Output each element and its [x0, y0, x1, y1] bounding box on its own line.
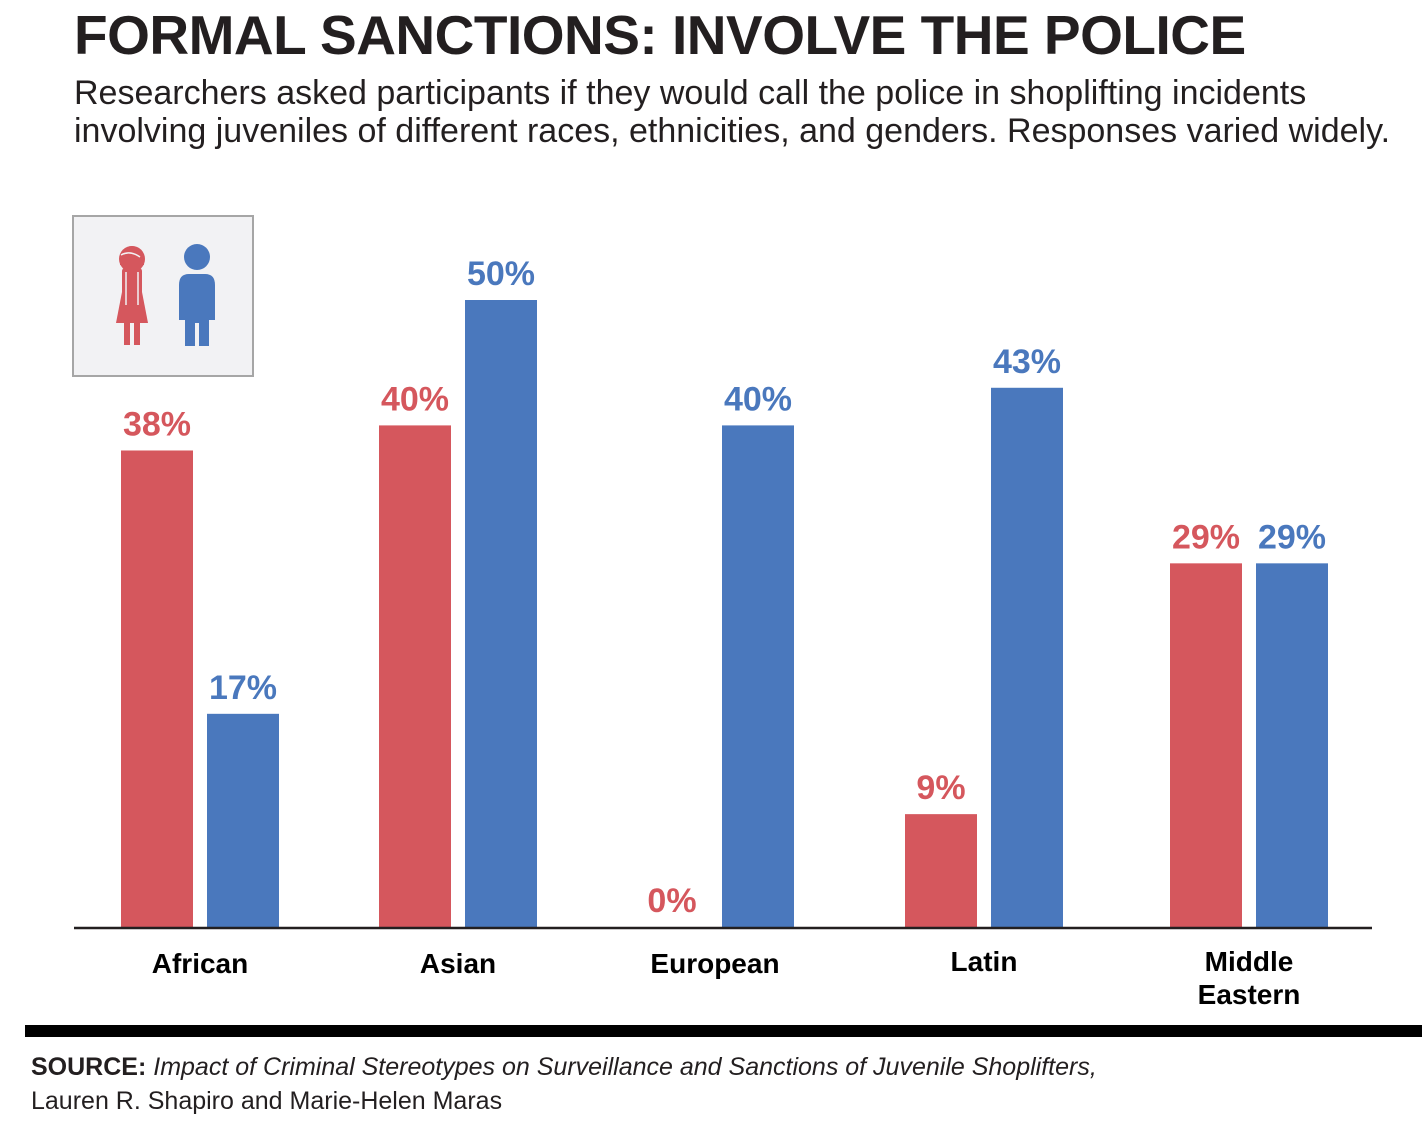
bar-african-female: [121, 450, 193, 927]
chart-subtitle: Researchers asked participants if they w…: [74, 74, 1391, 150]
labels-layer: 38% 17% African 40% 50% Asian 0% 40% European 9% 4…: [123, 255, 1326, 1010]
data-label-asian-female: 40%: [381, 380, 449, 418]
x-tick-label-latin: Latin: [951, 946, 1018, 977]
x-tick-label-european: European: [650, 948, 779, 979]
x-tick-label-middle-eastern-line-1: Middle: [1205, 946, 1294, 977]
source-authors: Lauren R. Shapiro and Marie-Helen Maras: [31, 1087, 503, 1115]
male-figure-icon: [179, 244, 215, 346]
data-label-african-male: 17%: [209, 669, 277, 707]
bar-european-male: [722, 425, 794, 927]
source-label: SOURCE:: [31, 1053, 147, 1081]
data-label-latin-female: 9%: [916, 769, 965, 807]
source-title: Impact of Criminal Stereotypes on Survei…: [153, 1053, 1097, 1081]
bar-latin-female: [905, 814, 977, 927]
data-label-middle-eastern-female: 29%: [1172, 518, 1240, 556]
source-divider: [25, 1025, 1422, 1037]
bar-latin-male: [991, 387, 1063, 927]
gender-legend: [72, 215, 254, 377]
female-figure-icon: [116, 246, 148, 345]
bar-asian-male: [465, 300, 537, 927]
chart-title: FORMAL SANCTIONS: INVOLVE THE POLICE: [74, 4, 1246, 66]
x-tick-label-middle-eastern-line-2: Eastern: [1198, 979, 1301, 1010]
data-label-european-female: 0%: [647, 882, 696, 920]
source-citation: SOURCE: Impact of Criminal Stereotypes o…: [31, 1050, 1097, 1118]
data-label-european-male: 40%: [724, 380, 792, 418]
bar-asian-female: [379, 425, 451, 927]
data-label-middle-eastern-male: 29%: [1258, 518, 1326, 556]
bar-chart: 38% 17% African 40% 50% Asian 0% 40% European 9% 4…: [74, 255, 1372, 1010]
bars-layer: [121, 300, 1328, 927]
data-label-african-female: 38%: [123, 405, 191, 443]
bar-african-male: [207, 713, 279, 927]
bar-middle-eastern-female: [1170, 563, 1242, 927]
data-label-asian-male: 50%: [467, 255, 535, 293]
x-tick-label-asian: Asian: [420, 948, 496, 979]
legend-icons: [116, 244, 215, 346]
x-tick-label-african: African: [152, 948, 248, 979]
data-label-latin-male: 43%: [993, 343, 1061, 381]
bar-middle-eastern-male: [1256, 563, 1328, 927]
